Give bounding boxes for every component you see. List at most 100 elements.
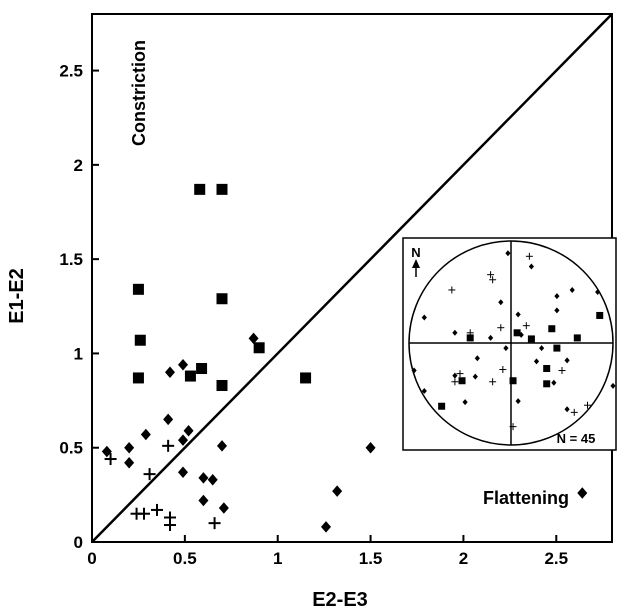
y-tick-label: 2.5 [59, 62, 83, 81]
inset-diamond-point [498, 299, 504, 306]
inset-diamond-point [421, 314, 427, 321]
inset-plus-point [487, 271, 495, 279]
x-tick-label: 2 [459, 549, 468, 568]
diamond-point [207, 474, 218, 486]
inset-plus-point [448, 286, 456, 294]
plus-point [104, 453, 117, 466]
diamond-point [332, 485, 343, 497]
square-point [194, 183, 206, 195]
y-tick-label: 2 [74, 156, 83, 175]
inset-plus-point [489, 276, 497, 284]
y-axis-title: E1-E2 [6, 268, 28, 324]
square-point [216, 293, 228, 305]
inset-diamond-point [488, 334, 494, 341]
inset-square-point [543, 380, 551, 388]
inset-diamond-point [564, 406, 570, 413]
plus-point [143, 468, 156, 481]
inset-frame [402, 237, 617, 451]
diamond-point [124, 457, 135, 469]
inset-diamond-point [515, 311, 521, 318]
inset-points [411, 250, 616, 431]
inset-square-point [513, 329, 521, 337]
diamond-point [321, 521, 331, 533]
diamond-point [577, 487, 588, 499]
inset-square-point [527, 335, 535, 343]
square-point [300, 372, 312, 384]
square-point [216, 379, 228, 391]
inset-square-point [553, 344, 561, 352]
plus-point [162, 439, 175, 452]
diamond-point [165, 366, 175, 379]
diamond-point [183, 424, 194, 437]
constriction-label: Constriction [129, 40, 149, 146]
y-tick-label: 0 [74, 533, 83, 552]
inset-diamond-point [518, 331, 524, 338]
x-tick-label: 1.5 [359, 549, 383, 568]
inset-square-point [458, 377, 466, 385]
data-points [101, 183, 588, 533]
inset-diamond-point [503, 345, 509, 352]
inset-plus-point [451, 378, 459, 386]
diamond-point [178, 466, 188, 478]
inset-plus-point [509, 423, 517, 431]
inset-plus-point [489, 378, 497, 386]
inset-plus-point [497, 324, 505, 332]
diamond-point [365, 441, 376, 454]
x-tick-label: 0.5 [173, 549, 197, 568]
y-tick-label: 1 [74, 344, 83, 363]
inset-plus-point [525, 252, 533, 260]
reference-line [91, 13, 613, 543]
inset-plus-point [522, 322, 530, 330]
square-point [132, 372, 144, 384]
inset-diamond-point [539, 345, 545, 352]
flattening-label: Flattening [483, 488, 569, 508]
square-point [184, 370, 196, 382]
inset-diamond-point [564, 357, 570, 364]
inset-diamond-point [569, 286, 575, 293]
inset-diamond-point [515, 398, 521, 405]
inset-diamond-point [533, 358, 540, 365]
stereonet-inset: N N = 45 [402, 237, 617, 451]
inset-diamond-point [595, 289, 601, 295]
y-axis: 0 0.5 1 1.5 2 2.5 [59, 62, 99, 552]
north-arrow-icon [412, 259, 420, 277]
square-point [196, 363, 208, 375]
inset-diamond-point [528, 263, 534, 270]
inset-plus-point [584, 401, 591, 409]
inset-diamond-point [411, 367, 417, 374]
diamond-point [124, 441, 135, 454]
inset-plus-point [558, 367, 566, 375]
inset-plus-point [499, 366, 507, 374]
x-axis: 0 0.5 1 1.5 2 2.5 [87, 535, 568, 568]
inset-square-point [596, 311, 604, 319]
diamond-point [198, 472, 209, 484]
y-tick-label: 1.5 [59, 250, 83, 269]
north-label: N [411, 245, 420, 260]
plus-point [138, 507, 150, 520]
diamond-point [248, 332, 259, 345]
diamond-point [163, 413, 174, 426]
square-point [216, 183, 228, 195]
inset-diamond-point [472, 373, 478, 380]
diamond-point [140, 428, 151, 441]
diamond-point [178, 434, 188, 446]
inset-diamond-point [610, 382, 616, 389]
diamond-point [198, 494, 209, 507]
x-axis-title: E2-E3 [312, 589, 368, 611]
y-tick-label: 0.5 [59, 439, 83, 458]
diamond-point [178, 358, 188, 371]
sample-count-label: N = 45 [557, 431, 596, 446]
x-tick-label: 0 [87, 549, 96, 568]
inset-square-point [466, 334, 474, 342]
inset-square-point [573, 334, 581, 342]
plus-point [151, 503, 163, 516]
x-tick-label: 2.5 [544, 549, 568, 568]
square-point [132, 283, 144, 295]
inset-diamond-point [452, 329, 458, 336]
inset-diamond-point [474, 355, 480, 362]
inset-square-point [509, 377, 517, 385]
inset-diamond-point [505, 250, 511, 257]
inset-diamond-point [551, 379, 557, 386]
inset-diamond-point [462, 399, 468, 406]
